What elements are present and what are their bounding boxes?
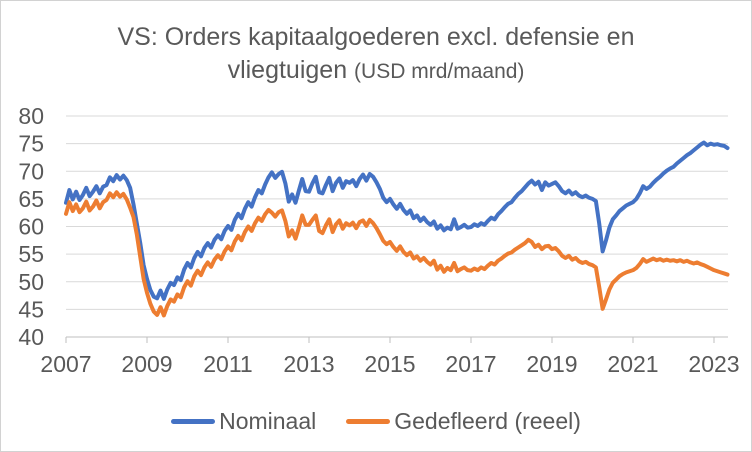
legend-item-nominaal: Nominaal [171,408,316,435]
legend-item-gedefleerd: Gedefleerd (reeel) [346,408,581,435]
chart-title-line2-main: vliegtuigen [227,56,348,84]
x-axis-label: 2023 [688,351,739,377]
y-axis-label: 65 [18,186,44,212]
x-axis-label: 2007 [40,351,91,377]
x-axis-label: 2019 [526,351,577,377]
legend-label-nominaal: Nominaal [219,407,317,434]
chart-title-line1: VS: Orders kapitaalgoederen excl. defens… [117,23,635,51]
chart-title: VS: Orders kapitaalgoederen excl. defens… [1,21,751,88]
y-axis-label: 50 [18,269,44,295]
chart-title-unit: (USD mrd/maand) [354,60,525,83]
legend: Nominaal Gedefleerd (reeel) [1,405,751,437]
legend-swatch-nominaal [171,418,216,424]
x-axis-label: 2015 [364,351,415,377]
y-axis-label: 40 [18,324,44,350]
x-axis-label: 2021 [607,351,658,377]
legend-label-gedefleerd: Gedefleerd (reeel) [394,407,581,434]
legend-swatch-gedefleerd [346,418,391,424]
y-axis-label: 60 [18,214,44,240]
series-line-gedefleerd [64,190,730,318]
y-axis-label: 45 [18,296,44,322]
x-axis-label: 2013 [283,351,334,377]
x-axis-label: 2011 [203,351,252,377]
y-axis-label: 55 [18,241,44,267]
series-line-nominaal [64,140,730,301]
y-axis-label: 80 [18,103,44,129]
x-axis-label: 2017 [445,351,496,377]
x-axis-label: 2009 [121,351,172,377]
chart-title-line2: vliegtuigen (USD mrd/maand) [1,54,751,88]
y-axis-label: 75 [18,131,44,157]
y-axis-label: 70 [18,158,44,184]
